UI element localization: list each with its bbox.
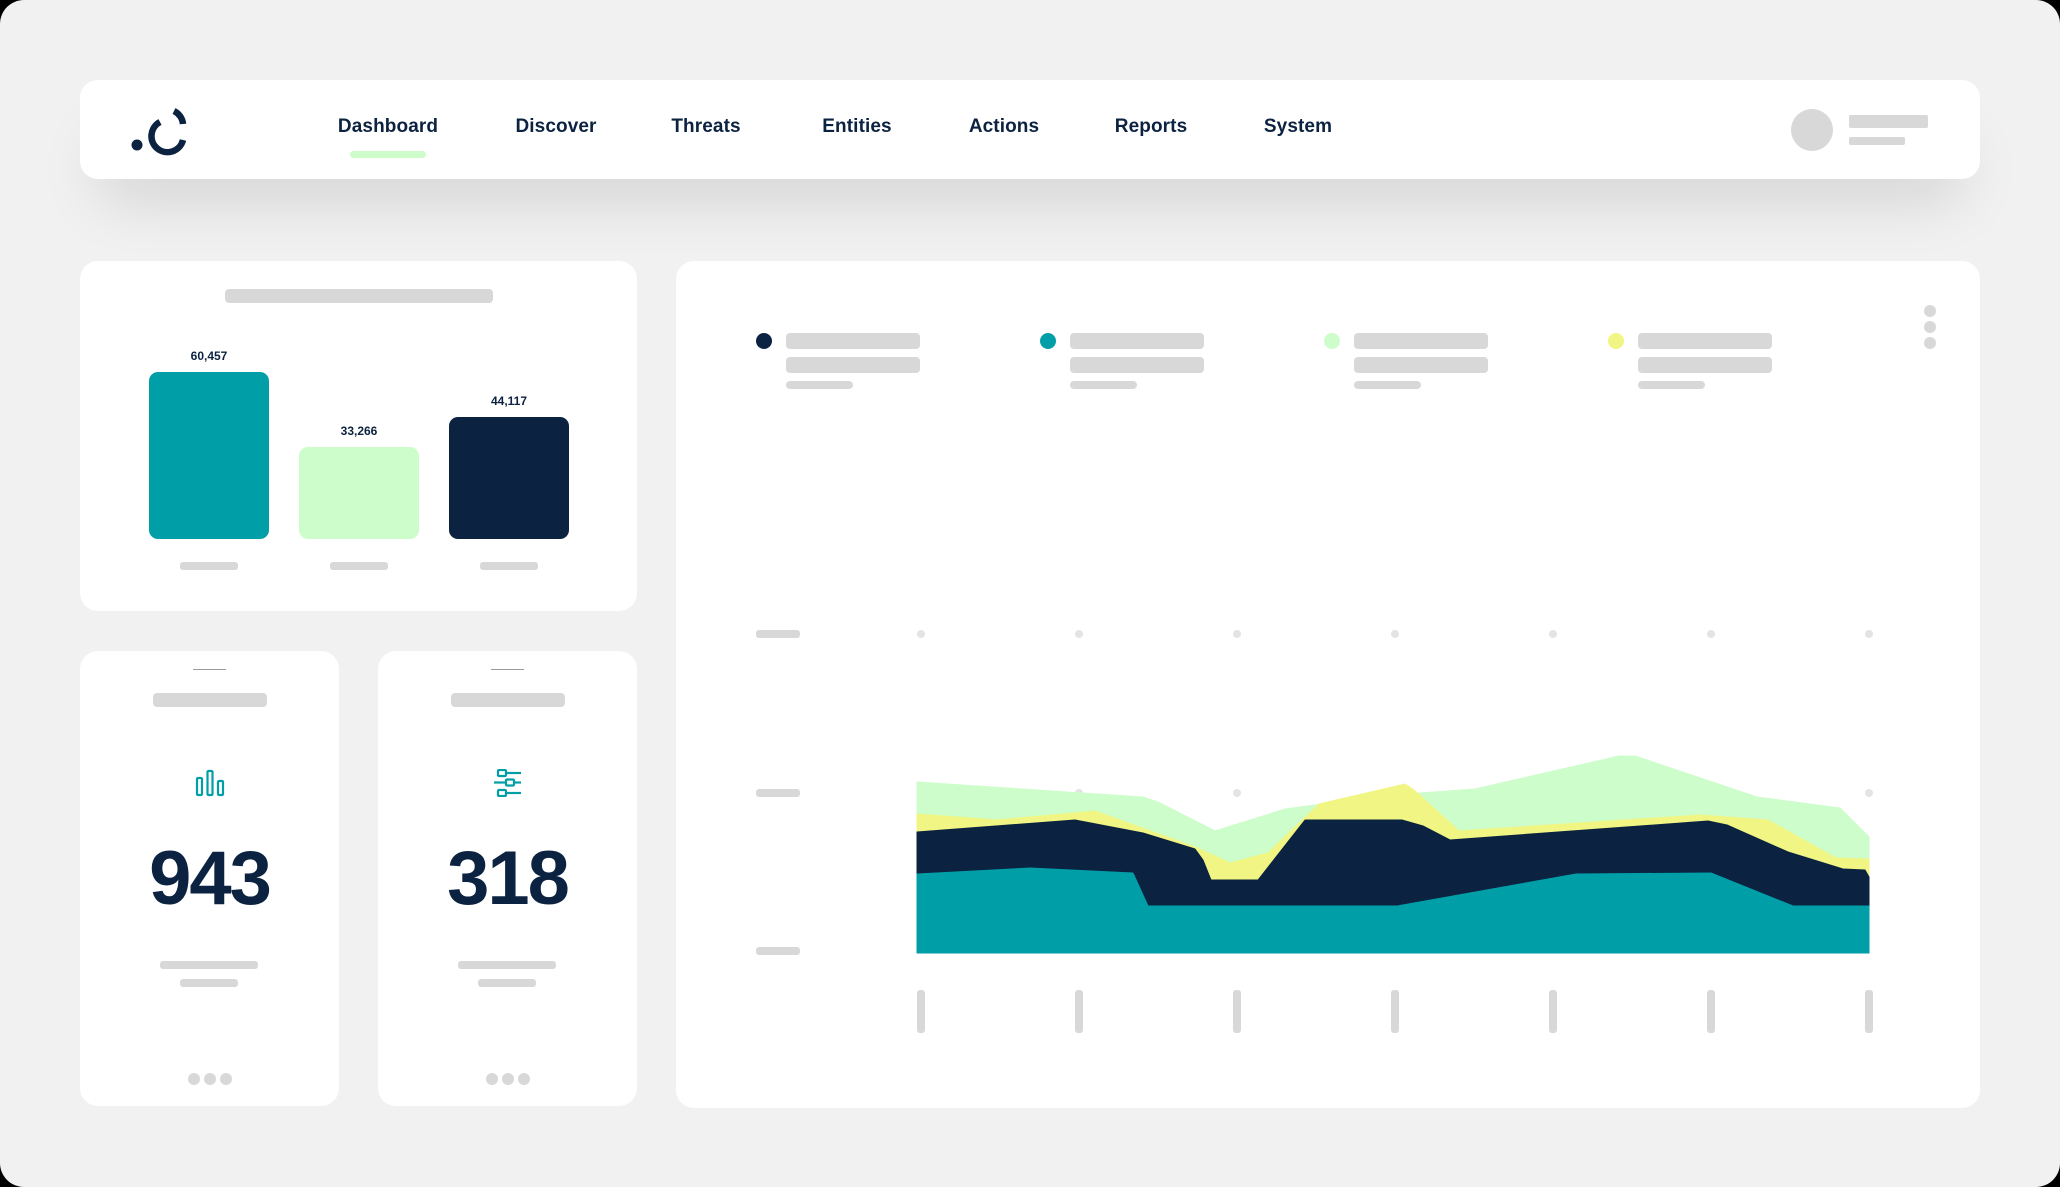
user-avatar[interactable]: [1791, 109, 1833, 151]
stat-card-2: 318: [378, 651, 637, 1106]
grid-dot: [1865, 630, 1873, 638]
bar-value-label: 60,457: [190, 349, 228, 363]
drag-handle[interactable]: [193, 669, 226, 670]
stat-caption-placeholder: [160, 961, 258, 969]
bar-value-label: 33,266: [340, 424, 378, 438]
nav-item-reports[interactable]: Reports: [1114, 116, 1188, 137]
legend-swatch: [1040, 333, 1056, 349]
grid-dot: [1707, 630, 1715, 638]
bar-chart-icon: [195, 769, 225, 802]
x-axis-tick: [917, 990, 925, 1033]
legend-value-placeholder: [786, 357, 920, 373]
stat-subcaption-placeholder: [180, 979, 238, 987]
stat-value: 943: [149, 836, 272, 921]
nav-item-system[interactable]: System: [1263, 116, 1333, 137]
stat-subcaption-placeholder: [478, 979, 536, 987]
grid-dot: [1391, 630, 1399, 638]
legend-sub-placeholder: [1070, 381, 1137, 389]
nav-item-threats[interactable]: Threats: [671, 116, 741, 137]
nav-item-actions[interactable]: Actions: [968, 116, 1040, 137]
x-axis-tick: [1233, 990, 1241, 1033]
drag-handle[interactable]: [491, 669, 524, 670]
legend-label-placeholder: [786, 333, 920, 349]
bar-category-placeholder: [480, 562, 538, 570]
grid-dot: [1549, 630, 1557, 638]
legend-value-placeholder: [1070, 357, 1204, 373]
x-axis-tick: [1865, 990, 1873, 1033]
grid-dot: [1233, 630, 1241, 638]
y-axis-label: [756, 789, 800, 797]
bar-category-placeholder: [330, 562, 388, 570]
area-chart-card: [676, 261, 1980, 1108]
more-vertical-icon[interactable]: [1924, 305, 1936, 349]
x-axis-tick: [1707, 990, 1715, 1033]
legend-sub-placeholder: [786, 381, 853, 389]
active-tab-indicator: [350, 151, 426, 158]
card-title-placeholder: [225, 289, 493, 303]
y-axis-label: [756, 947, 800, 955]
stacked-area-chart: [916, 755, 1870, 954]
legend-swatch: [756, 333, 772, 349]
x-axis-tick: [1549, 990, 1557, 1033]
bar-2[interactable]: [299, 447, 419, 539]
stat-title-placeholder: [153, 693, 267, 707]
logo-icon[interactable]: [125, 102, 191, 158]
legend-value-placeholder: [1638, 357, 1772, 373]
grid-dot: [1233, 789, 1241, 797]
nav-item-dashboard[interactable]: Dashboard: [337, 116, 439, 137]
stat-value: 318: [447, 836, 570, 921]
stat-caption-placeholder: [458, 961, 556, 969]
legend-sub-placeholder: [1638, 381, 1705, 389]
grid-dot: [917, 630, 925, 638]
top-navbar: Dashboard Discover Threats Entities Actions R…: [80, 80, 1980, 179]
legend-label-placeholder: [1638, 333, 1772, 349]
area-series-1[interactable]: [916, 867, 1870, 954]
legend-value-placeholder: [1354, 357, 1488, 373]
legend-label-placeholder: [1354, 333, 1488, 349]
bar-1[interactable]: [149, 372, 269, 539]
x-axis-tick: [1391, 990, 1399, 1033]
legend-swatch: [1324, 333, 1340, 349]
grid-dot: [1075, 630, 1083, 638]
x-axis-tick: [1075, 990, 1083, 1033]
legend-swatch: [1608, 333, 1624, 349]
bar-chart-card: 60,457 33,266 44,117: [80, 261, 637, 611]
legend-label-placeholder: [1070, 333, 1204, 349]
nav-item-entities[interactable]: Entities: [822, 116, 892, 137]
user-name-placeholder: [1849, 115, 1928, 128]
bar-category-placeholder: [180, 562, 238, 570]
y-axis-label: [756, 630, 800, 638]
sliders-icon: [493, 768, 523, 802]
legend-sub-placeholder: [1354, 381, 1421, 389]
grid-dot: [1865, 789, 1873, 797]
bar-3[interactable]: [449, 417, 569, 539]
bar-value-label: 44,117: [490, 394, 528, 408]
more-horizontal-icon[interactable]: [486, 1073, 530, 1085]
user-role-placeholder: [1849, 137, 1905, 145]
more-horizontal-icon[interactable]: [188, 1073, 232, 1085]
stat-card-1: 943: [80, 651, 339, 1106]
nav-item-discover[interactable]: Discover: [515, 116, 597, 137]
stat-title-placeholder: [451, 693, 565, 707]
